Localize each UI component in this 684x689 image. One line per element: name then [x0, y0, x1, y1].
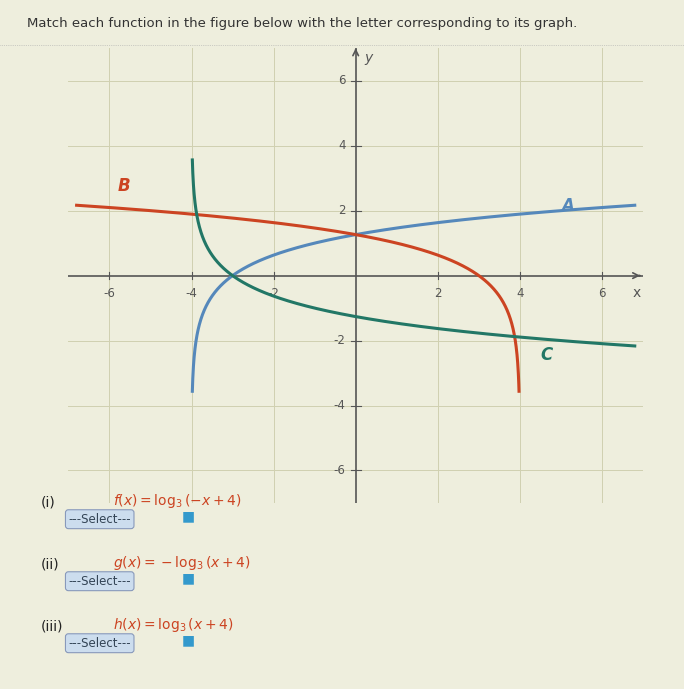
Text: -6: -6: [334, 464, 345, 477]
Text: x: x: [633, 287, 641, 300]
Text: $h(x) = \log_3(x + 4)$: $h(x) = \log_3(x + 4)$: [113, 616, 233, 634]
Text: -2: -2: [334, 334, 345, 347]
Text: (i): (i): [41, 496, 56, 510]
Text: -4: -4: [185, 287, 198, 300]
Text: Match each function in the figure below with the letter corresponding to its gra: Match each function in the figure below …: [27, 17, 577, 30]
Text: A: A: [561, 196, 574, 215]
Text: 2: 2: [338, 204, 345, 217]
Text: B: B: [118, 177, 130, 195]
Text: -2: -2: [267, 287, 280, 300]
Text: 4: 4: [338, 139, 345, 152]
Text: (iii): (iii): [41, 620, 64, 634]
Text: ■: ■: [181, 510, 194, 524]
Text: (ii): (ii): [41, 558, 60, 572]
Text: 2: 2: [434, 287, 441, 300]
Text: y: y: [364, 51, 372, 65]
Text: ■: ■: [181, 572, 194, 586]
Text: ---Select---: ---Select---: [68, 637, 131, 650]
Text: -4: -4: [334, 399, 345, 412]
Text: -6: -6: [103, 287, 116, 300]
Text: ---Select---: ---Select---: [68, 575, 131, 588]
Text: ---Select---: ---Select---: [68, 513, 131, 526]
Text: $g(x) = -\log_3(x + 4)$: $g(x) = -\log_3(x + 4)$: [113, 554, 250, 572]
Text: 6: 6: [598, 287, 605, 300]
Text: C: C: [540, 346, 553, 364]
Text: $f(x) = \log_3(-x + 4)$: $f(x) = \log_3(-x + 4)$: [113, 492, 241, 510]
Text: 6: 6: [338, 74, 345, 88]
Text: 4: 4: [516, 287, 523, 300]
Text: ■: ■: [181, 634, 194, 648]
